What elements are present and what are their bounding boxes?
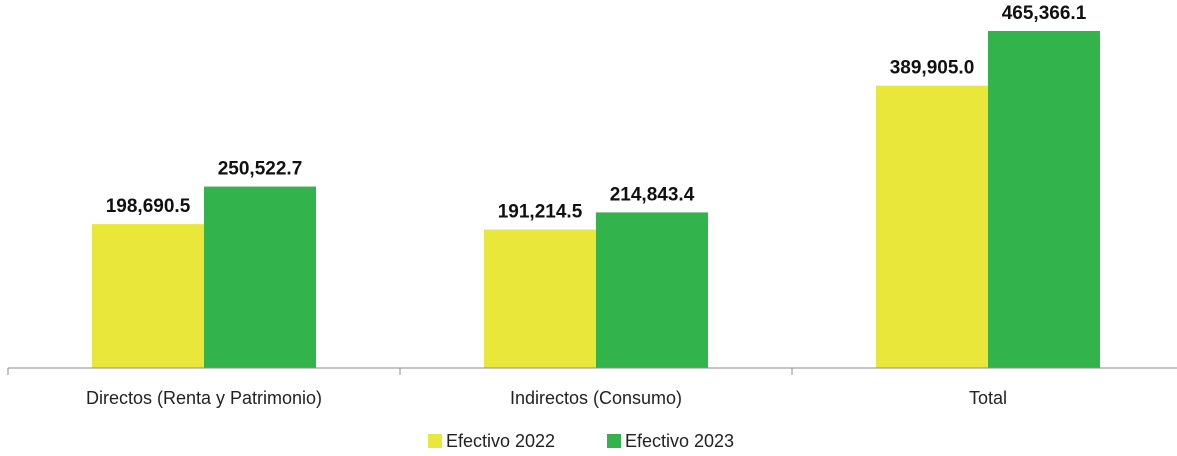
value-label: 214,843.4 [610,184,695,205]
legend: Efectivo 2022 Efectivo 2023 [428,431,734,451]
legend-label-2022: Efectivo 2022 [446,431,555,451]
legend-swatch-2023 [607,434,621,448]
value-label: 198,690.5 [106,196,191,217]
bars-layer [92,30,1100,369]
x-axis [7,367,1177,375]
bar-2023-2 [988,30,1100,369]
category-label: Total [969,388,1007,408]
bar-2023-0 [204,186,316,368]
value-label: 250,522.7 [218,159,303,180]
bar-2022-0 [92,224,204,368]
legend-swatch-2022 [428,434,442,448]
legend-label-2023: Efectivo 2023 [625,431,734,451]
bar-2023-1 [596,212,708,368]
bar-2022-1 [484,229,596,368]
category-label: Indirectos (Consumo) [510,388,682,408]
value-labels-layer: 198,690.5 250,522.7 191,214.5 214,843.4 389,… [106,3,1087,223]
category-label: Directos (Renta y Patrimonio) [86,388,322,408]
value-label: 191,214.5 [498,202,583,223]
value-label: 465,366.1 [1002,3,1087,24]
value-label: 389,905.0 [890,58,975,79]
category-labels-layer: Directos (Renta y Patrimonio) Indirectos … [86,388,1007,408]
bar-2022-2 [876,85,988,368]
